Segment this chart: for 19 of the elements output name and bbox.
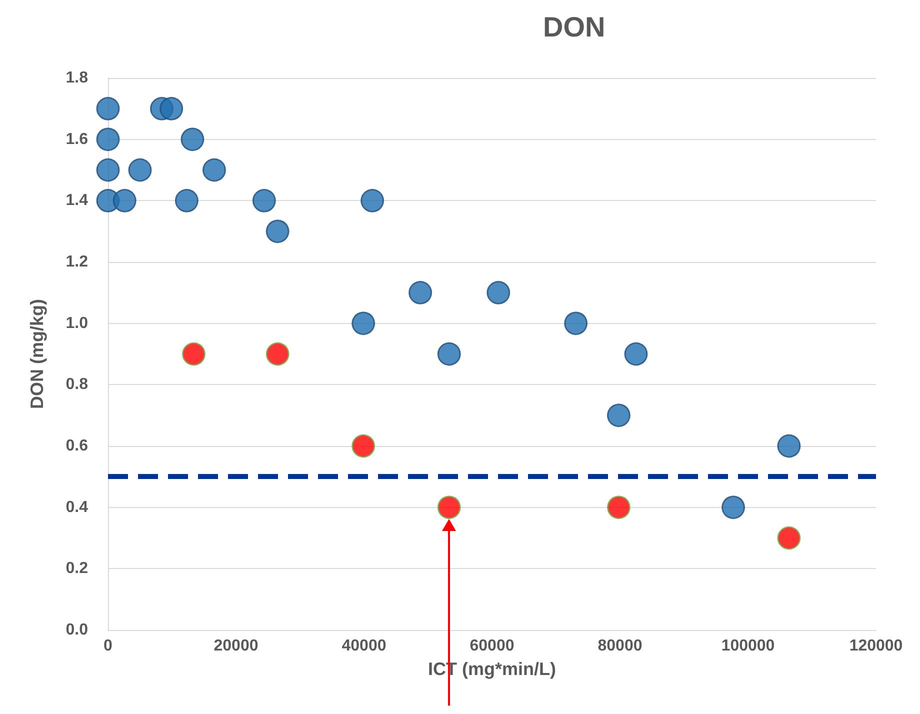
y-axis-title: DON (mg/kg) bbox=[27, 299, 47, 409]
x-tick-label: 20000 bbox=[214, 638, 258, 654]
y-tick-label: 1.4 bbox=[66, 192, 88, 210]
y-tick-label: 1.6 bbox=[66, 130, 88, 148]
y-tick-label: 0.4 bbox=[66, 498, 88, 516]
y-tick-label: 1.0 bbox=[66, 314, 88, 332]
y-tick-label: 1.2 bbox=[66, 254, 88, 270]
x-tick-label: 100000 bbox=[721, 638, 775, 654]
x-tick-label: 40000 bbox=[342, 638, 386, 654]
x-tick-label: 120000 bbox=[849, 638, 903, 654]
y-tick-label: 0.6 bbox=[66, 438, 88, 454]
x-tick-label: 0 bbox=[104, 638, 113, 654]
y-tick-label: 1.8 bbox=[66, 70, 88, 86]
y-tick-label: 0.2 bbox=[66, 560, 88, 578]
y-tick-label: 0.0 bbox=[66, 622, 88, 638]
x-tick-label: 60000 bbox=[470, 638, 514, 654]
chart-title: DON bbox=[543, 12, 606, 42]
x-tick-label: 80000 bbox=[598, 638, 642, 654]
y-tick-label: 0.8 bbox=[66, 376, 88, 394]
